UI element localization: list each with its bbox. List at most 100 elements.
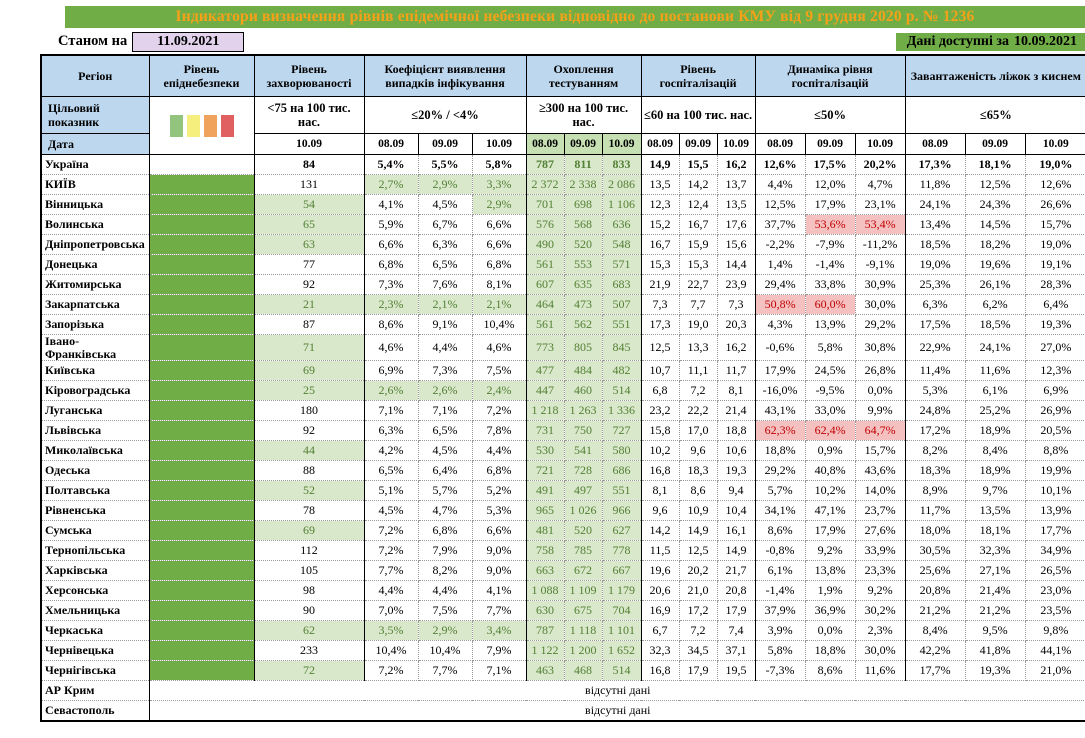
detection-coef-cell: 2,6% [417, 380, 473, 402]
detection-coef-cell: 5,2% [471, 480, 527, 502]
incidence-cell: 77 [253, 254, 365, 275]
detection-coef-cell: 4,5% [363, 500, 419, 522]
testing-cell: 1 336 [601, 400, 642, 422]
region-row: Донецька 77 6,8% 6,5% 6,8% 561 553 571 15,3 15,3 1… [41, 254, 1085, 275]
oxygen-beds-cell: 18,0% [904, 520, 966, 542]
region-row: КИЇВ 131 2,7% 2,9% 3,3% 2 372 2 338 2 086 13,5 14… [41, 174, 1085, 195]
testing-cell: 530 [525, 440, 565, 462]
oxygen-beds-cell: 41,8% [964, 640, 1026, 662]
oxygen-beds-cell: 19,3% [1024, 314, 1085, 335]
hospitalization-dynamics-cell: 23,3% [854, 560, 906, 582]
oxygen-beds-cell: 12,6% [1024, 174, 1085, 195]
testing-cell: 553 [563, 254, 603, 275]
detection-coef-cell: 7,2% [363, 540, 419, 562]
testing-cell: 2 086 [601, 174, 642, 195]
date-header: 10.09 [601, 133, 642, 155]
oxygen-beds-cell: 6,2% [964, 294, 1026, 315]
detection-coef-cell: 4,6% [471, 333, 527, 362]
incidence-cell: 98 [253, 580, 365, 602]
danger-level-cell [148, 360, 255, 382]
region-row: Хмельницька 90 7,0% 7,5% 7,7% 630 675 704 16,9 17… [41, 600, 1085, 622]
incidence-cell: 90 [253, 600, 365, 622]
oxygen-beds-cell: 6,4% [1024, 294, 1085, 315]
hospitalization-cell: 7,3 [716, 294, 756, 315]
hospitalization-cell: 15,3 [678, 254, 718, 275]
region-name: Чернівецька [41, 640, 150, 662]
hospitalization-dynamics-cell: 9,2% [854, 580, 906, 602]
hospitalization-cell: 18,3 [678, 460, 718, 482]
detection-coef-cell: 6,6% [471, 520, 527, 542]
testing-cell: 727 [601, 420, 642, 442]
detection-coef-cell: 2,9% [417, 174, 473, 195]
hospitalization-dynamics-cell: 43,6% [854, 460, 906, 482]
hospitalization-dynamics-cell: 30,0% [854, 640, 906, 662]
detection-coef-cell: 10,4% [471, 314, 527, 335]
oxygen-beds-cell: 13,9% [1024, 500, 1085, 522]
detection-coef-cell: 4,4% [363, 580, 419, 602]
hospitalization-dynamics-cell: 12,0% [804, 174, 856, 195]
detection-coef-cell: 7,7% [363, 560, 419, 582]
target-testing: ≥300 на 100 тис. нас. [525, 96, 642, 134]
date-header: 09.09 [417, 133, 473, 155]
hospitalization-dynamics-cell: 23,1% [854, 194, 906, 215]
hospitalization-dynamics-cell: 5,7% [754, 480, 806, 502]
region-name: Закарпатська [41, 294, 150, 315]
legend-swatch-green-icon [169, 114, 183, 137]
hospitalization-dynamics-cell: 30,0% [854, 294, 906, 315]
hospitalization-dynamics-cell: 64,7% [854, 420, 906, 442]
region-name: КИЇВ [41, 174, 150, 195]
oxygen-beds-cell: 15,7% [1024, 214, 1085, 235]
oxygen-beds-cell: 23,0% [1024, 580, 1085, 602]
oxygen-beds-cell: 24,8% [904, 400, 966, 422]
testing-cell: 672 [563, 560, 603, 582]
region-name: Севастополь [41, 700, 150, 722]
detection-coef-cell: 7,5% [417, 600, 473, 622]
indicators-table: Регіон Рівень епіднебезпеки Рівень захво… [40, 54, 1085, 723]
oxygen-beds-cell: 17,2% [904, 420, 966, 442]
incidence-cell: 69 [253, 360, 365, 382]
detection-coef-cell: 7,0% [363, 600, 419, 622]
hospitalization-dynamics-cell: 29,4% [754, 274, 806, 295]
testing-cell: 778 [601, 540, 642, 562]
region-row: Миколаївська 44 4,2% 4,5% 4,4% 530 541 580 10,2 9… [41, 440, 1085, 462]
oxygen-beds-cell: 28,3% [1024, 274, 1085, 295]
testing-cell: 1 101 [601, 620, 642, 642]
oxygen-beds-cell: 27,0% [1024, 333, 1085, 362]
testing-cell: 1 109 [563, 580, 603, 602]
hospitalization-dynamics-cell: 4,7% [854, 174, 906, 195]
testing-cell: 551 [601, 314, 642, 335]
testing-cell: 1 652 [601, 640, 642, 662]
testing-cell: 704 [601, 600, 642, 622]
hospitalization-dynamics-cell: 1,4% [754, 254, 806, 275]
danger-level-cell [148, 640, 255, 662]
oxygen-beds-cell: 8,4% [904, 620, 966, 642]
hospitalization-dynamics-cell: -7,9% [804, 234, 856, 255]
hospitalization-cell: 12,5 [678, 540, 718, 562]
danger-level-cell [148, 520, 255, 542]
testing-cell: 663 [525, 560, 565, 582]
date-header: 08.09 [640, 133, 680, 155]
target-detection-coef: ≤20% / <4% [363, 96, 527, 134]
oxygen-beds-cell: 18,5% [964, 314, 1026, 335]
testing-cell: 965 [525, 500, 565, 522]
detection-coef-cell: 2,6% [363, 380, 419, 402]
detection-coef-cell: 5,3% [471, 500, 527, 522]
hospitalization-cell: 17,6 [716, 214, 756, 235]
detection-coef-cell: 6,6% [471, 234, 527, 255]
no-data-cell: відсутні дані [148, 680, 1085, 702]
danger-level-cell [148, 314, 255, 335]
hospitalization-cell: 14,9 [716, 540, 756, 562]
oxygen-beds-cell: 23,5% [1024, 600, 1085, 622]
hospitalization-cell: 8,1 [640, 480, 680, 502]
danger-level-cell [148, 194, 255, 215]
date-header: 10.09 [1024, 133, 1085, 155]
hospitalization-cell: 16,2 [716, 333, 756, 362]
detection-coef-cell: 7,1% [417, 400, 473, 422]
hospitalization-dynamics-cell: 36,9% [804, 600, 856, 622]
danger-level-cell [148, 154, 255, 175]
hospitalization-dynamics-cell: 8,6% [754, 520, 806, 542]
hospitalization-cell: 32,3 [640, 640, 680, 662]
testing-cell: 473 [563, 294, 603, 315]
hospitalization-dynamics-cell: 53,4% [854, 214, 906, 235]
oxygen-beds-cell: 26,6% [1024, 194, 1085, 215]
